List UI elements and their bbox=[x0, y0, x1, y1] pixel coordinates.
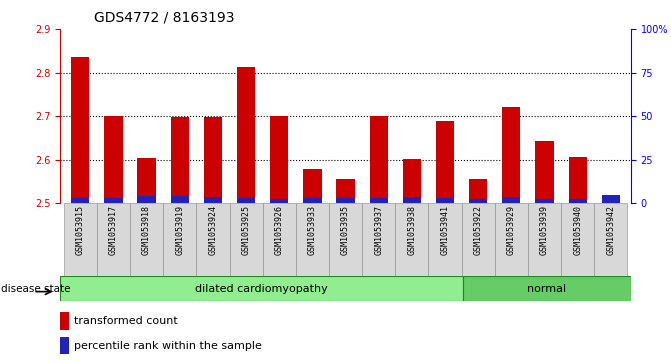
Bar bbox=[595, 203, 627, 276]
Bar bbox=[204, 118, 222, 203]
Bar bbox=[197, 203, 229, 276]
Bar bbox=[104, 198, 123, 203]
Bar bbox=[568, 199, 587, 203]
Bar bbox=[229, 203, 262, 276]
Bar bbox=[535, 141, 554, 203]
Bar bbox=[303, 197, 321, 203]
Bar bbox=[495, 203, 528, 276]
Bar bbox=[163, 203, 197, 276]
Bar bbox=[64, 203, 97, 276]
Bar bbox=[270, 199, 289, 203]
Bar bbox=[138, 196, 156, 203]
Bar bbox=[336, 179, 355, 203]
Bar bbox=[395, 203, 429, 276]
Bar bbox=[237, 68, 255, 203]
Bar bbox=[60, 337, 69, 354]
Text: GSM1053918: GSM1053918 bbox=[142, 205, 151, 256]
Bar bbox=[170, 118, 189, 203]
Bar bbox=[462, 203, 495, 276]
Text: GSM1053915: GSM1053915 bbox=[76, 205, 85, 256]
Bar bbox=[602, 195, 620, 203]
Text: GSM1053940: GSM1053940 bbox=[573, 205, 582, 256]
Text: GSM1053925: GSM1053925 bbox=[242, 205, 250, 256]
Text: transformed count: transformed count bbox=[74, 316, 178, 326]
Bar bbox=[403, 159, 421, 203]
Bar bbox=[97, 203, 130, 276]
Bar bbox=[602, 201, 620, 203]
Bar bbox=[469, 199, 487, 203]
Text: GSM1053917: GSM1053917 bbox=[109, 205, 118, 256]
Text: dilated cardiomyopathy: dilated cardiomyopathy bbox=[195, 284, 328, 294]
Text: GSM1053938: GSM1053938 bbox=[407, 205, 417, 256]
Bar bbox=[503, 197, 521, 203]
Bar bbox=[436, 197, 454, 203]
Text: GSM1053922: GSM1053922 bbox=[474, 205, 482, 256]
Text: GSM1053942: GSM1053942 bbox=[607, 205, 615, 256]
Text: GSM1053924: GSM1053924 bbox=[209, 205, 217, 256]
Text: disease state: disease state bbox=[1, 284, 70, 294]
Bar bbox=[303, 169, 321, 203]
Bar bbox=[436, 121, 454, 203]
Bar bbox=[138, 158, 156, 203]
Text: GSM1053926: GSM1053926 bbox=[274, 205, 284, 256]
Text: GDS4772 / 8163193: GDS4772 / 8163193 bbox=[94, 11, 234, 25]
Bar bbox=[503, 107, 521, 203]
Text: GSM1053937: GSM1053937 bbox=[374, 205, 383, 256]
Bar bbox=[237, 197, 255, 203]
Text: GSM1053939: GSM1053939 bbox=[540, 205, 549, 256]
Bar bbox=[104, 116, 123, 203]
Bar bbox=[362, 203, 395, 276]
Bar bbox=[561, 203, 595, 276]
Bar bbox=[270, 116, 289, 203]
Bar bbox=[528, 203, 561, 276]
Bar bbox=[71, 198, 89, 203]
Text: GSM1053919: GSM1053919 bbox=[175, 205, 185, 256]
Bar bbox=[71, 57, 89, 203]
Bar bbox=[370, 197, 388, 203]
Bar bbox=[336, 198, 355, 203]
Bar bbox=[170, 196, 189, 203]
Bar bbox=[463, 276, 631, 301]
Text: GSM1053929: GSM1053929 bbox=[507, 205, 516, 256]
Text: percentile rank within the sample: percentile rank within the sample bbox=[74, 340, 262, 351]
Text: GSM1053933: GSM1053933 bbox=[308, 205, 317, 256]
Bar bbox=[262, 203, 296, 276]
Bar bbox=[60, 312, 69, 330]
Text: GSM1053941: GSM1053941 bbox=[441, 205, 450, 256]
Bar bbox=[568, 157, 587, 203]
Bar bbox=[535, 199, 554, 203]
Bar bbox=[60, 276, 463, 301]
Bar bbox=[130, 203, 163, 276]
Bar bbox=[429, 203, 462, 276]
Bar bbox=[296, 203, 329, 276]
Bar bbox=[469, 179, 487, 203]
Bar bbox=[204, 197, 222, 203]
Bar bbox=[403, 197, 421, 203]
Text: GSM1053935: GSM1053935 bbox=[341, 205, 350, 256]
Bar bbox=[370, 116, 388, 203]
Bar bbox=[329, 203, 362, 276]
Text: normal: normal bbox=[527, 284, 566, 294]
